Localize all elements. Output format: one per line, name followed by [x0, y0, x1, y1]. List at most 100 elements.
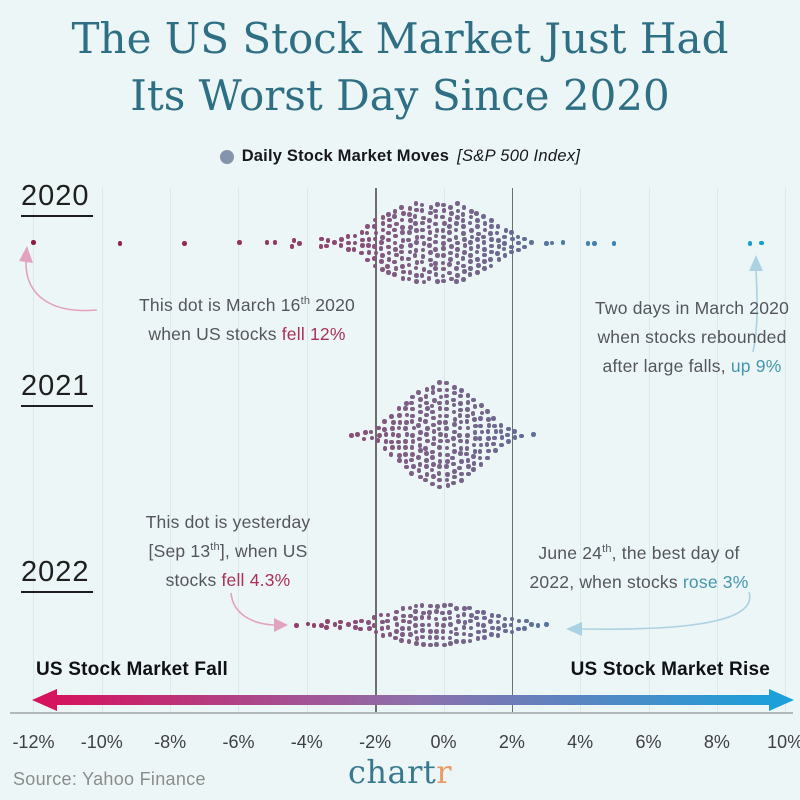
data-dot — [448, 622, 453, 627]
data-dot — [373, 230, 379, 236]
data-dot — [469, 613, 474, 618]
data-dot — [472, 416, 477, 422]
data-dot — [433, 260, 439, 266]
legend-label: Daily Stock Market Moves — [241, 147, 450, 165]
data-dot — [419, 220, 425, 226]
data-dot — [353, 625, 358, 630]
data-dot — [465, 413, 470, 419]
data-dot — [413, 227, 419, 233]
data-dot — [489, 237, 494, 242]
data-dot — [441, 202, 447, 208]
data-dot — [475, 224, 480, 229]
data-dot — [611, 241, 617, 246]
data-dot — [447, 237, 452, 243]
data-dot — [506, 439, 511, 444]
data-dot — [509, 244, 514, 250]
data-dot — [454, 252, 460, 258]
data-dot — [478, 416, 483, 421]
data-dot — [486, 436, 491, 441]
data-dot — [428, 250, 433, 255]
data-dot — [436, 477, 442, 483]
data-dot — [434, 628, 439, 634]
data-dot — [457, 465, 462, 471]
data-dot — [461, 223, 466, 229]
data-dot — [446, 223, 452, 229]
data-dot — [508, 622, 514, 628]
data-dot — [409, 457, 414, 463]
data-dot — [367, 626, 372, 631]
data-dot — [401, 618, 406, 624]
data-dot — [459, 478, 464, 483]
data-dot — [424, 457, 429, 463]
data-dot — [431, 422, 436, 428]
arrowhead-rebound — [749, 255, 763, 271]
data-dot — [424, 412, 429, 418]
data-dot — [407, 230, 412, 235]
data-dot — [386, 244, 391, 250]
data-dot — [524, 618, 529, 624]
data-dot — [346, 622, 351, 627]
data-dot — [383, 432, 389, 438]
data-dot — [503, 628, 508, 634]
data-dot — [404, 464, 409, 470]
data-dot — [462, 606, 467, 611]
data-dot — [409, 471, 414, 476]
data-dot — [372, 263, 378, 269]
data-dot — [430, 449, 435, 455]
data-dot — [237, 240, 242, 245]
data-dot — [430, 481, 435, 487]
data-dot — [476, 629, 481, 635]
data-dot — [416, 468, 422, 473]
data-dot — [465, 407, 470, 412]
data-dot — [392, 259, 398, 265]
data-dot — [378, 612, 384, 618]
rise-direction-label: US Stock Market Rise — [570, 659, 770, 680]
data-dot — [469, 228, 474, 233]
data-dot — [416, 455, 421, 460]
data-dot — [414, 273, 419, 278]
data-dot — [452, 474, 457, 480]
data-dot — [400, 632, 405, 637]
data-dot — [495, 251, 500, 256]
data-dot — [440, 629, 446, 634]
gridline — [785, 188, 787, 712]
data-dot — [373, 629, 379, 635]
data-dot — [503, 228, 509, 233]
data-dot — [390, 445, 396, 451]
source-credit: Source: Yahoo Finance — [13, 769, 206, 789]
data-dot — [502, 241, 508, 247]
data-dot — [414, 641, 420, 646]
data-dot — [449, 211, 454, 216]
data-dot — [353, 619, 358, 625]
data-dot — [458, 446, 464, 451]
data-dot — [510, 236, 515, 242]
data-dot — [404, 401, 409, 406]
data-dot — [438, 394, 444, 400]
data-dot — [423, 418, 429, 424]
data-dot — [512, 435, 518, 440]
data-dot — [399, 256, 405, 261]
data-dot — [431, 415, 436, 421]
data-dot — [457, 425, 463, 431]
data-dot — [419, 615, 425, 621]
data-dot — [440, 260, 446, 266]
data-dot — [391, 419, 396, 425]
data-dot — [469, 234, 475, 240]
data-dot — [419, 273, 425, 278]
arrow-to-march16-dot — [25, 260, 98, 312]
data-dot — [407, 249, 413, 255]
gridline — [716, 188, 718, 712]
data-dot — [482, 259, 487, 265]
data-dot — [385, 612, 391, 618]
data-dot — [486, 417, 491, 422]
data-dot — [444, 406, 449, 412]
x-tick-label: 0% — [430, 732, 457, 752]
data-dot — [450, 455, 455, 461]
data-dot — [408, 613, 413, 619]
data-dot — [478, 462, 484, 467]
data-dot — [403, 426, 408, 431]
data-dot — [496, 626, 502, 631]
data-dot — [451, 480, 456, 486]
data-dot — [516, 247, 521, 253]
data-dot — [372, 224, 377, 229]
